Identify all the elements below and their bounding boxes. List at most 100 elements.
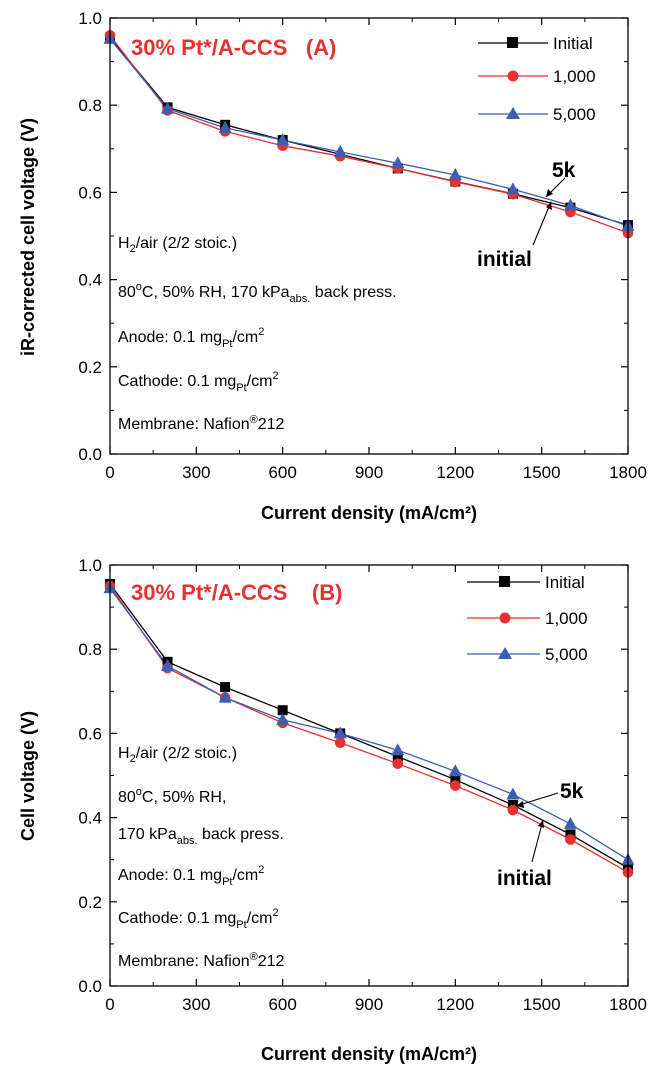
data-point-5000-b — [563, 816, 577, 829]
y-tick-label: 0.6 — [78, 183, 102, 202]
legend-entry-1000-a: 1,000 — [478, 67, 596, 86]
y-tick-label: 0.0 — [78, 445, 102, 464]
x-tick-label: 1200 — [436, 995, 474, 1014]
annotation-pressure-b: 170 kPaabs. back press. — [118, 826, 284, 847]
annotation-temp-a: 80oC, 50% RH, 170 kPaabs. back press. — [118, 281, 397, 305]
callouts-b: 5k initial — [497, 780, 584, 890]
data-point-5000-b — [276, 712, 290, 725]
data-point-5000-a — [333, 144, 347, 157]
y-tick-label: 0.4 — [78, 271, 102, 290]
data-point-5000-b — [391, 743, 405, 756]
data-point-5000-a — [218, 120, 232, 133]
data-point-5000-b — [333, 726, 347, 739]
series-line-5000-a — [109, 38, 629, 227]
x-axis-label-a: Current density (mA/cm²) — [261, 503, 477, 523]
callout-initial-b: initial — [497, 867, 552, 890]
annotation-membrane-b: Membrane: Nafion®212 — [118, 951, 285, 970]
data-point-5000-b — [448, 764, 462, 777]
y-axis-label-a: iR-corrected cell voltage (V) — [18, 118, 38, 356]
data-point-1000-b — [565, 834, 576, 845]
x-tick-label: 1800 — [609, 995, 647, 1014]
annotation-cathode-b: Cathode: 0.1 mgPt/cm2 — [118, 907, 279, 931]
x-tick-label: 600 — [268, 995, 296, 1014]
data-point-initial-b — [450, 774, 461, 785]
data-point-initial-b — [277, 705, 288, 716]
y-tick-label: 0.6 — [78, 724, 102, 743]
y-tick-label: 0.0 — [78, 977, 102, 996]
x-tick-label: 0 — [105, 463, 114, 482]
x-tick-label: 300 — [182, 463, 210, 482]
x-tick-label: 1800 — [609, 463, 647, 482]
data-point-5000-b — [218, 690, 232, 703]
data-point-1000-b — [392, 758, 404, 770]
y-tick-label: 0.8 — [78, 640, 102, 659]
data-point-initial-b — [392, 751, 403, 762]
panel-title-a: 30% Pt*/A-CCS (A) — [131, 35, 336, 60]
x-tick-label: 600 — [268, 463, 296, 482]
conditions-annotations-a: H2/air (2/2 stoic.) 80oC, 50% RH, 170 kP… — [118, 235, 397, 433]
legend-label-initial-a: Initial — [553, 34, 593, 53]
annotation-cathode-a: Cathode: 0.1 mgPt/cm2 — [118, 370, 279, 394]
legend-entry-initial-b: Initial — [467, 573, 585, 592]
y-tick-label: 0.4 — [78, 809, 102, 828]
data-point-1000-b — [334, 737, 346, 748]
callout-initial-a: initial — [477, 248, 532, 271]
y-tick-label: 0.2 — [78, 893, 102, 912]
x-tick-label: 300 — [182, 995, 210, 1014]
series-line-initial-a — [109, 37, 629, 226]
series-line-1000-b — [109, 585, 629, 873]
panel-title-b: 30% Pt*/A-CCS (B) — [131, 580, 342, 605]
data-point-5000-b — [506, 787, 520, 800]
annotation-membrane-a: Membrane: Nafion®212 — [118, 414, 285, 433]
x-tick-label: 1200 — [436, 463, 474, 482]
tick-layer-a: 0 300 600 900 1200 1500 1800 0.0 0.2 0.4 0.6 0.8 1.0 — [78, 9, 647, 482]
callout-5k-b: 5k — [560, 780, 584, 803]
y-axis-label-b: Cell voltage (V) — [18, 711, 38, 841]
conditions-annotations-b: H2/air (2/2 stoic.) 80oC, 50% RH, 170 kP… — [118, 745, 285, 970]
legend-entry-1000-b: 1,000 — [467, 609, 588, 628]
series-line-5000-b — [109, 587, 629, 861]
annotation-gas-a: H2/air (2/2 stoic.) — [118, 235, 237, 255]
legend-label-1000-a: 1,000 — [553, 67, 596, 86]
annotation-anode-b: Anode: 0.1 mgPt/cm2 — [118, 864, 264, 888]
legend-entry-initial-a: Initial — [478, 34, 593, 53]
data-point-5000-a — [563, 198, 577, 211]
y-tick-label: 1.0 — [78, 9, 102, 28]
y-tick-label: 0.2 — [78, 358, 102, 377]
data-point-1000-b — [450, 780, 461, 791]
plot-frame-b — [109, 564, 629, 987]
legend-label-5000-a: 5,000 — [553, 105, 596, 124]
legend-label-initial-b: Initial — [545, 573, 585, 592]
series-line-initial-b — [109, 583, 629, 869]
legend-entry-5000-b: 5,000 — [467, 645, 588, 664]
data-point-5000-a — [506, 182, 520, 195]
data-point-5000-a — [448, 167, 462, 180]
data-point-5000-a — [391, 156, 405, 169]
callouts-a: 5k initial — [477, 159, 576, 271]
tick-layer-b: 0 300 600 900 1200 1500 1800 0.0 0.2 0.4 0.6 0.8 1.0 — [78, 556, 647, 1014]
chart-panel-a: iR-corrected cell voltage (V) Current de… — [18, 9, 647, 523]
legend-label-5000-b: 5,000 — [545, 645, 588, 664]
series-layer-a — [103, 30, 635, 239]
y-tick-label: 0.8 — [78, 96, 102, 115]
annotation-temp-b: 80oC, 50% RH, — [118, 786, 226, 806]
x-tick-label: 1500 — [523, 463, 561, 482]
annotation-gas-b: H2/air (2/2 stoic.) — [118, 745, 237, 765]
x-tick-label: 900 — [355, 463, 383, 482]
callout-5k-a: 5k — [552, 159, 576, 182]
x-tick-label: 0 — [105, 995, 114, 1014]
data-point-5000-b — [161, 659, 175, 672]
x-tick-label: 1500 — [523, 995, 561, 1014]
chart-panel-b: Cell voltage (V) Current density (mA/cm²… — [18, 556, 647, 1064]
data-point-initial-b — [220, 682, 231, 693]
plot-frame-a — [109, 17, 629, 455]
data-point-5000-a — [161, 101, 175, 114]
series-line-1000-a — [109, 35, 629, 234]
y-tick-label: 1.0 — [78, 556, 102, 575]
legend-entry-5000-a: 5,000 — [478, 105, 596, 124]
annotation-anode-a: Anode: 0.1 mgPt/cm2 — [118, 326, 264, 350]
legend-b: Initial 1,000 5,000 — [467, 573, 588, 664]
legend-a: Initial 1,000 5,000 — [478, 34, 596, 124]
legend-label-1000-b: 1,000 — [545, 609, 588, 628]
